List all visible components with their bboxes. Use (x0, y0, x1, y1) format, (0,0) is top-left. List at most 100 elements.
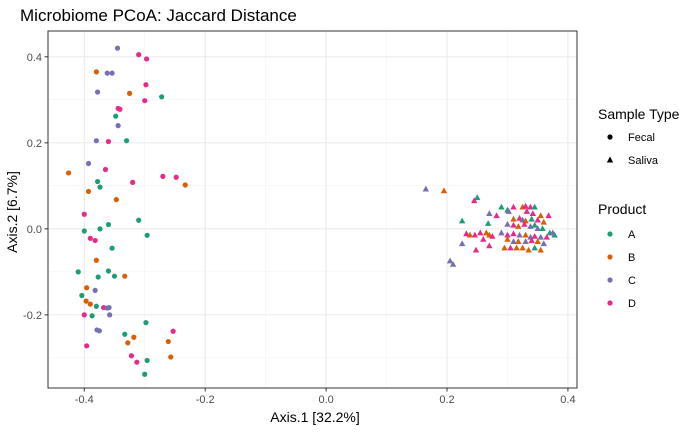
fecal-point-b (168, 354, 174, 360)
legend-saliva-key (606, 156, 614, 163)
saliva-point-d (486, 242, 493, 249)
fecal-point-d (142, 98, 148, 104)
fecal-point-d (160, 173, 166, 179)
saliva-point-d (480, 236, 487, 242)
fecal-point-b (125, 340, 131, 346)
saliva-point-a (528, 215, 535, 222)
saliva-point-a (531, 221, 538, 228)
saliva-point-d (463, 230, 470, 237)
saliva-point-b (510, 215, 517, 222)
plot-panel (48, 31, 577, 388)
legend-sample-type: Sample Type Fecal Saliva (598, 106, 680, 167)
fecal-point-b (127, 90, 133, 96)
saliva-point-d (528, 237, 535, 244)
y-tick-label: 0.0 (27, 224, 42, 236)
fecal-point-a (143, 320, 149, 326)
saliva-point-d (510, 230, 517, 237)
fecal-point-b (87, 301, 93, 307)
x-tick-label: 0.2 (439, 394, 454, 406)
saliva-point-b (515, 238, 522, 244)
saliva-point-b (519, 244, 526, 251)
fecal-point-a (113, 113, 119, 119)
saliva-point-c (504, 220, 511, 227)
fecal-point-d (117, 106, 123, 112)
fecal-point-c (94, 89, 101, 95)
fecal-point-a (105, 221, 112, 228)
saliva-point-c (446, 257, 454, 264)
x-tick-label: 0.4 (560, 394, 575, 406)
legend-product-c-key (607, 277, 613, 283)
saliva-point-a (531, 203, 538, 210)
legend-sample-type-title: Sample Type (598, 106, 680, 122)
fecal-point-c (109, 70, 115, 76)
legend-fecal-key (607, 134, 613, 140)
fecal-point-b (93, 257, 99, 263)
saliva-point-a (498, 203, 505, 210)
fecal-point-a (93, 303, 99, 309)
legend-fecal-label: Fecal (628, 132, 655, 144)
x-tick-label: 0.0 (318, 394, 333, 406)
saliva-point-d (489, 232, 496, 239)
y-tick-label: 0.2 (27, 138, 42, 150)
fecal-point-a (81, 228, 87, 234)
fecal-point-a (95, 274, 101, 280)
fecal-point-c (114, 45, 121, 51)
fecal-point-b (122, 273, 128, 279)
fecal-point-a (94, 178, 101, 185)
fecal-point-a (105, 268, 112, 274)
fecal-point-b (182, 182, 188, 188)
fecal-point-a (144, 232, 150, 238)
fecal-point-c (92, 287, 98, 293)
fecal-point-d (81, 211, 87, 217)
legend-product-title: Product (598, 201, 646, 217)
saliva-point-c (516, 231, 523, 238)
fecal-point-d (170, 328, 176, 334)
fecal-point-d (128, 353, 135, 359)
legend-product-d-label: D (628, 298, 636, 310)
fecal-point-d (143, 56, 150, 62)
fecal-point-a (142, 371, 148, 377)
saliva-point-d (472, 246, 480, 253)
saliva-point-d (523, 208, 531, 214)
y-axis-ticks: -0.2 0.0 0.2 0.4 (23, 52, 48, 322)
minor-gridlines (48, 31, 577, 388)
saliva-point-a (458, 217, 466, 224)
saliva-point-d (527, 203, 534, 210)
major-gridlines (48, 31, 577, 388)
fecal-point-d (84, 343, 90, 349)
legend-product-b-label: B (628, 252, 635, 264)
fecal-point-c (106, 304, 112, 311)
saliva-point-d (510, 221, 517, 228)
fecal-point-a (111, 273, 118, 279)
saliva-point-c (498, 229, 505, 236)
saliva-point-d (529, 210, 537, 217)
fecal-point-a (79, 292, 85, 299)
fecal-point-c (96, 328, 102, 334)
fecal-point-d (134, 359, 140, 365)
saliva-point-c (458, 240, 466, 247)
fecal-point-b (85, 188, 92, 195)
saliva-point-a (484, 220, 492, 226)
chart-title: Microbiome PCoA: Jaccard Distance (20, 6, 297, 25)
saliva-point-a (474, 194, 481, 201)
fecal-point-a (97, 226, 103, 232)
saliva-point-b (534, 238, 541, 244)
fecal-point-a (97, 184, 103, 190)
legend-saliva-label: Saliva (628, 155, 659, 167)
saliva-point-c (486, 210, 493, 217)
x-tick-label: -0.4 (75, 394, 94, 406)
saliva-point-d (510, 203, 517, 210)
saliva-point-c (522, 238, 529, 244)
saliva-point-b (440, 187, 448, 194)
saliva-point-b (513, 244, 520, 251)
fecal-point-d (102, 166, 109, 173)
fecal-point-b (93, 69, 99, 75)
saliva-point-c (422, 185, 430, 192)
saliva-point-c (549, 229, 557, 236)
saliva-point-d (493, 212, 500, 219)
saliva-point-b (483, 229, 490, 236)
saliva-point-c (505, 208, 512, 214)
saliva-point-a (539, 225, 546, 232)
fecal-point-d (136, 52, 142, 58)
y-tick-label: 0.4 (27, 52, 42, 64)
